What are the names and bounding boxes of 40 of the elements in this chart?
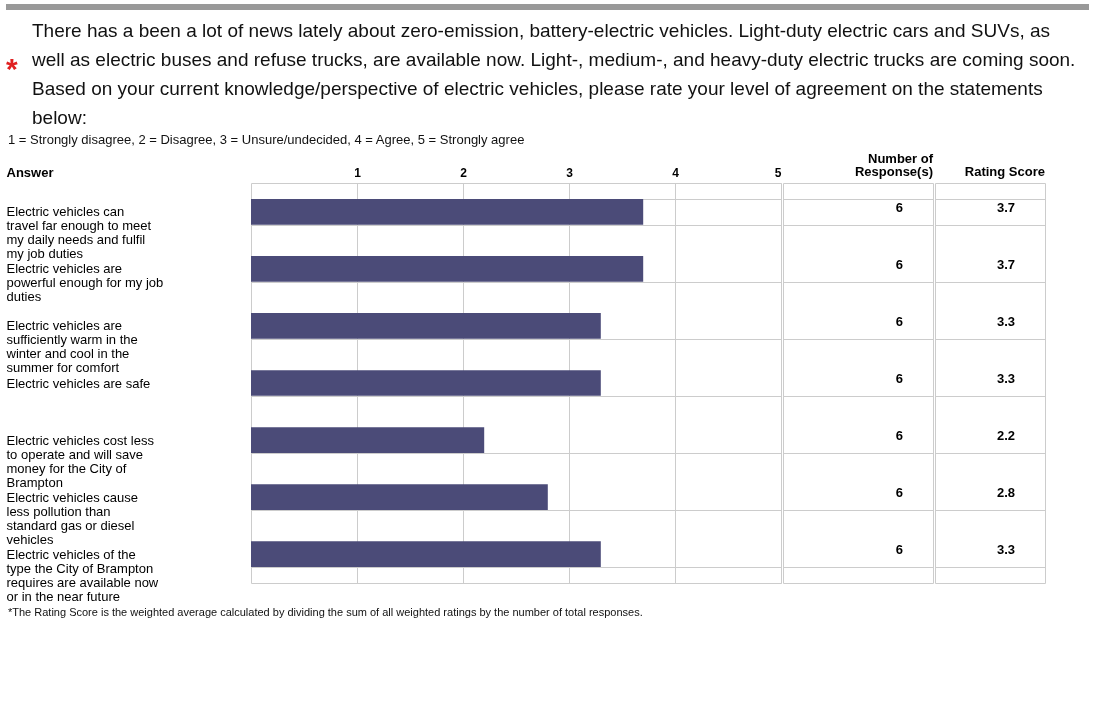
chart-title: There has a been a lot of news lately about zero-emission, battery-electric vehicles. Light-duty electric cars and SUVs, as well as electric buses and refuse trucks, are available now. Light-, medium-, and heavy-duty electric trucks are coming soon. Based on your current knowledge/perspective of electric vehicles, please rate your level of agreement on the statements below: (32, 20, 1076, 128)
text: 6 (895, 199, 903, 215)
bar (251, 256, 644, 282)
text: 6 (895, 313, 903, 329)
bar (251, 370, 601, 396)
x-tick-label: 3 (566, 165, 574, 180)
y-tick-label: Electric vehicles cost less to operate and will save money for the City of Brampton (6, 432, 155, 490)
y-tick-label: Electric vehicles can travel far enough to meet my daily needs and fulfil my job duties (6, 204, 152, 262)
data-label: 3.3 (996, 371, 1015, 386)
text: 6 (895, 256, 903, 272)
y-tick-label: Electric vehicles are sufficiently warm in the winter and cool in the summer for comfort (5, 318, 138, 376)
bar (251, 541, 601, 568)
data-label: 3.3 (996, 313, 1015, 329)
y-tick-label: Electric vehicles are powerful enough for my job duties (6, 261, 164, 305)
y-axis-title: Answer (6, 164, 54, 180)
bar (251, 313, 601, 339)
x-tick-label: 4 (672, 165, 680, 180)
text: 6 (895, 542, 903, 558)
x-tick-label: 1 (354, 165, 362, 180)
data-label: 3.7 (996, 256, 1015, 272)
data-label: 3.3 (996, 542, 1015, 558)
text: 6 (895, 485, 903, 501)
text: Rating Score (964, 164, 1045, 179)
bar (251, 198, 644, 225)
y-tick-label: Electric vehicles of the type the City of Brampton requires are available now or in the near future (6, 546, 159, 604)
text: *The Rating Score is the weighted average calculated by dividing the sum of all weighted ratings by the number of total responses. (7, 605, 644, 618)
data-label: 3.7 (996, 199, 1015, 215)
x-tick-label: 5 (774, 165, 782, 180)
chart-subtitle: 1 = Strongly disagree, 2 = Disagree, 3 = Unsure/undecided, 4 = Agree, 5 = Strongly agree (7, 132, 526, 147)
y-tick-label: Electric vehicles cause less pollution than standard gas or diesel vehicles (6, 489, 138, 547)
text: 6 (895, 371, 903, 386)
data-label: 2.8 (996, 485, 1015, 501)
text: 6 (895, 428, 903, 444)
bar (251, 484, 548, 510)
x-tick-label: 2 (460, 165, 468, 180)
bar (251, 427, 485, 453)
y-tick-label: Electric vehicles are safe (6, 375, 151, 391)
text: * (6, 52, 18, 85)
data-label: 2.2 (996, 428, 1015, 444)
text: Number of Response(s) (854, 151, 934, 179)
